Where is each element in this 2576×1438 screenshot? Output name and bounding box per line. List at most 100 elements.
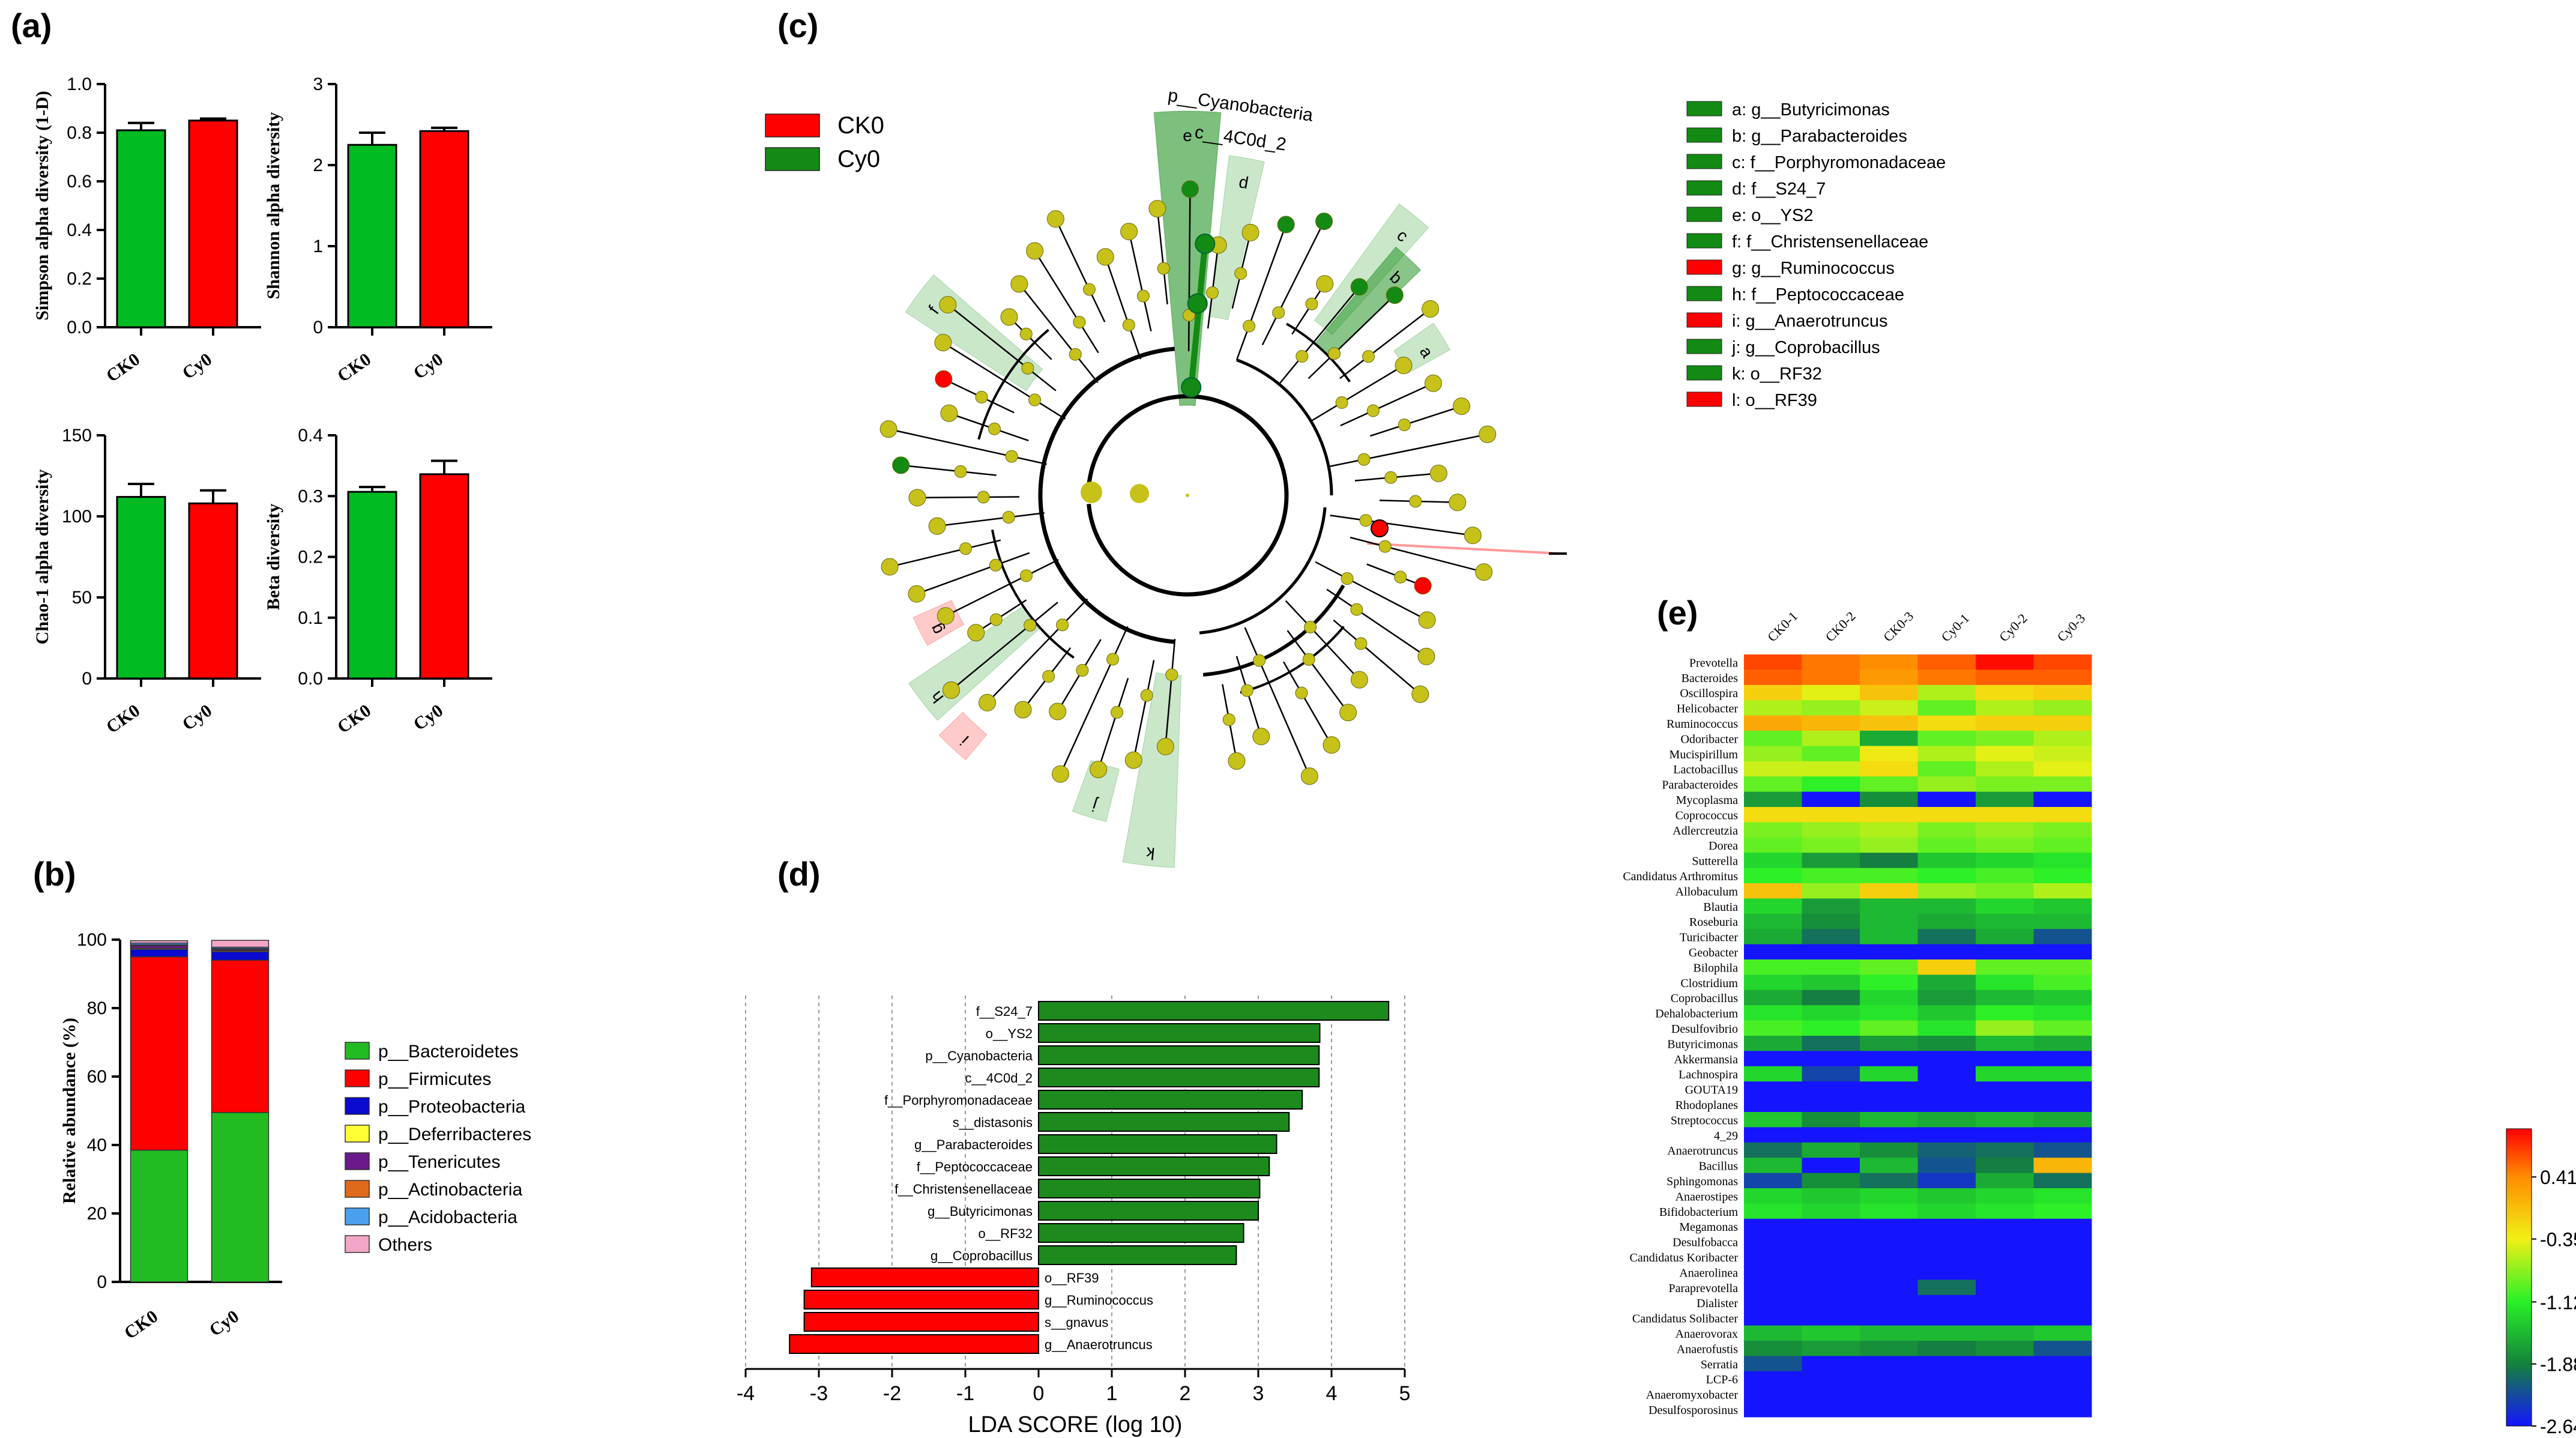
row-label: Streptococcus [1671, 1114, 1738, 1127]
y-tick-label: 1.0 [67, 74, 92, 94]
leaf-node [1411, 685, 1429, 703]
inner-node [1243, 319, 1256, 333]
y-tick-label: 0.0 [298, 669, 323, 689]
branch [888, 428, 1047, 465]
inner-node [1165, 668, 1178, 681]
heatmap-cell [1976, 883, 2034, 899]
inner-node [1335, 396, 1348, 409]
row-label: Sutterella [1692, 855, 1738, 868]
heatmap-cell [1917, 1249, 1976, 1265]
x-tick-label: 5 [1399, 1382, 1411, 1405]
heatmap-cell [1976, 1036, 2034, 1051]
heatmap-cell [1744, 731, 1802, 746]
heatmap-cell [1802, 959, 1860, 975]
lda-bar-label: o__YS2 [986, 1026, 1033, 1041]
heatmap-cell [1917, 1036, 1976, 1051]
heatmap-cell [1976, 822, 2034, 838]
inner-node [1005, 450, 1018, 463]
key-swatch [1686, 391, 1722, 407]
row-label: Adlercreutzia [1673, 824, 1738, 838]
y-tick-label: 2 [313, 156, 323, 175]
inner-node [1106, 653, 1120, 666]
key-swatch [1686, 180, 1722, 196]
key-label: c: f__Porphyromonadaceae [1732, 153, 1946, 172]
clade-highlight [1314, 203, 1429, 336]
legend-label: Cy0 [837, 146, 880, 172]
backbone-arc [1086, 394, 1289, 597]
inner-node [1122, 318, 1135, 331]
heatmap-cell [2033, 868, 2092, 884]
heatmap-cell [1976, 700, 2034, 716]
heatmap-cell [1917, 1127, 1976, 1143]
heatmap-cell [1744, 1218, 1802, 1234]
x-tick-label: 1 [1106, 1382, 1118, 1405]
heatmap-cell [1802, 669, 1860, 686]
row-label: Roseburia [1689, 916, 1738, 929]
inner-node [1021, 361, 1034, 375]
heatmap-cell [2033, 929, 2092, 945]
branch [1128, 231, 1152, 331]
lda-bar-label: o__RF39 [1045, 1270, 1099, 1285]
heatmap-cell [2033, 776, 2092, 793]
bar-CK0 [116, 496, 166, 680]
inner-node [989, 613, 1003, 626]
heatmap-cell [1917, 1142, 1976, 1158]
branch [900, 464, 997, 476]
branch [1339, 308, 1431, 379]
stack-segment [211, 1112, 270, 1282]
row-label: Anaerovorax [1676, 1328, 1738, 1341]
heatmap-cell [1802, 974, 1860, 991]
branch [1330, 515, 1473, 537]
heatmap-cell [1860, 1066, 1918, 1082]
heatmap-cell [1744, 1112, 1802, 1128]
lda-bar [1038, 1245, 1237, 1265]
heatmap-cell [1744, 807, 1802, 823]
heatmap-cell [1802, 1279, 1860, 1296]
row-label: Bacillus [1698, 1160, 1738, 1173]
heatmap-cell [1917, 1264, 1976, 1280]
heatmap-cell [2033, 1158, 2092, 1174]
heatmap-cell [1860, 1234, 1918, 1250]
heatmap-cell [1744, 1096, 1802, 1113]
clade-l-marker [1367, 542, 1561, 555]
heatmap-cell [1744, 761, 1802, 777]
heatmap-cell [1976, 1310, 2034, 1326]
bar-CK0 [347, 491, 397, 680]
branch [1165, 638, 1176, 747]
heatmap-cell [1802, 989, 1860, 1006]
heatmap-cell [1976, 1401, 2034, 1418]
heatmap-cell [1802, 1112, 1860, 1128]
leaf-node [1120, 223, 1138, 241]
heatmap-cell [1744, 746, 1802, 762]
heatmap-cell [1976, 1005, 2034, 1021]
panel-label-c: (c) [777, 7, 818, 44]
heatmap-cell [1860, 1249, 1918, 1265]
heatmap-cell [1976, 1234, 2034, 1250]
heatmap-cell [2033, 669, 2092, 686]
heatmap-cell [1976, 1203, 2034, 1219]
heatmap-cell [1976, 1188, 2034, 1204]
row-label: Anaerotruncus [1667, 1144, 1738, 1158]
heatmap-cell [1917, 1158, 1976, 1174]
heatmap-cell [1744, 822, 1802, 838]
heatmap-cell [1917, 1203, 1976, 1219]
heatmap-cell [1802, 1386, 1860, 1403]
inner-node [1019, 327, 1033, 340]
heatmap-cell [1917, 989, 1976, 1006]
heatmap-cell [1976, 1081, 2034, 1098]
inner-node [1024, 618, 1037, 632]
inner-node [1222, 713, 1235, 727]
lda-bar [1038, 1179, 1261, 1198]
heatmap-cell [2033, 1401, 2092, 1418]
heatmap-cell [1976, 1264, 2034, 1280]
leaf-node [1228, 752, 1246, 770]
lda-bar [789, 1334, 1039, 1354]
heatmap-cell [1802, 1096, 1860, 1113]
column-label: CK0-1 [1764, 609, 1800, 645]
inner-node [1359, 514, 1372, 527]
branch [1285, 600, 1360, 681]
heatmap-cell [1917, 1020, 1976, 1036]
heatmap-cell [1976, 1112, 2034, 1128]
bar-CK0 [116, 129, 166, 328]
heatmap-cell [1744, 868, 1802, 884]
